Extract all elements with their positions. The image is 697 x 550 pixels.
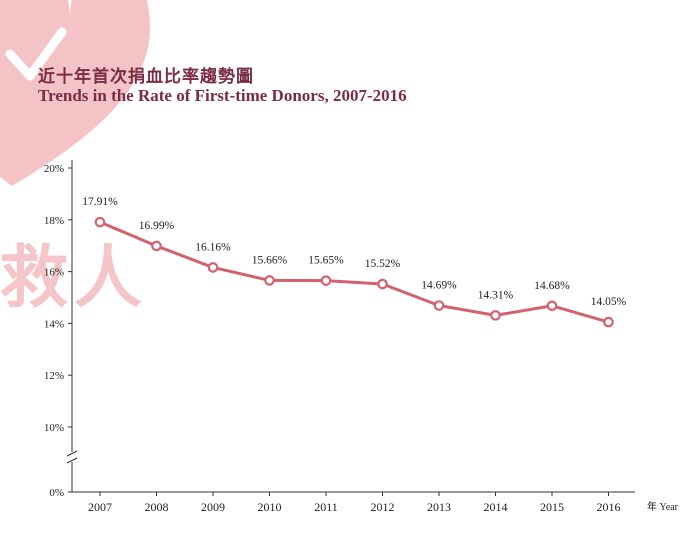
chart-title-english: Trends in the Rate of First-time Donors,…	[38, 86, 407, 105]
data-point	[546, 300, 558, 312]
x-tick-label: 2008	[145, 500, 169, 514]
x-tick-label: 2012	[371, 500, 395, 514]
x-tick-label: 2010	[258, 500, 282, 514]
y-tick-label: 18%	[44, 215, 64, 227]
data-label: 14.31%	[478, 289, 514, 301]
x-axis-label: 年 Year	[647, 500, 679, 513]
data-label: 14.69%	[421, 280, 457, 292]
x-tick-label: 2009	[201, 500, 225, 514]
y-tick-label: 20%	[44, 163, 64, 175]
axis-break-gap	[68, 452, 76, 462]
data-point	[151, 240, 162, 252]
x-tick-label: 2011	[314, 500, 338, 514]
data-label: 14.68%	[534, 280, 570, 292]
y-tick-label: 16%	[44, 267, 64, 279]
x-tick-label: 2007	[88, 500, 112, 514]
x-tick-label: 2016	[597, 500, 621, 514]
y-tick-label: 12%	[44, 370, 64, 382]
data-point	[207, 262, 219, 273]
chart-title-chinese: 近十年首次捐血比率趨勢圖	[38, 67, 254, 86]
data-point	[377, 278, 388, 290]
axis-break-mark	[66, 450, 78, 457]
x-tick-label: 2015	[540, 500, 564, 514]
data-point	[603, 316, 614, 328]
data-point	[264, 275, 275, 286]
data-point	[490, 310, 501, 321]
data-label: 14.05%	[591, 296, 627, 308]
data-point	[94, 216, 106, 228]
x-tick-label: 2014	[484, 500, 508, 514]
check-icon	[5, 27, 67, 81]
y-tick-label: 10%	[44, 422, 64, 434]
data-label: 15.65%	[308, 255, 344, 267]
data-label: 16.99%	[139, 220, 175, 232]
data-label: 15.52%	[365, 258, 401, 270]
data-label: 15.66%	[252, 254, 288, 266]
y-tick-label: 14%	[44, 318, 64, 330]
y-tick-label: 0%	[49, 487, 64, 499]
series-line	[98, 220, 610, 324]
data-point	[433, 300, 445, 311]
watermark-text: 救人	[0, 239, 149, 318]
data-label: 17.91%	[82, 196, 118, 208]
x-tick-label: 2013	[427, 500, 451, 514]
data-point	[320, 275, 332, 286]
heart-shape	[0, 0, 150, 186]
data-label: 16.16%	[195, 241, 231, 253]
axis-break-mark	[66, 457, 78, 464]
